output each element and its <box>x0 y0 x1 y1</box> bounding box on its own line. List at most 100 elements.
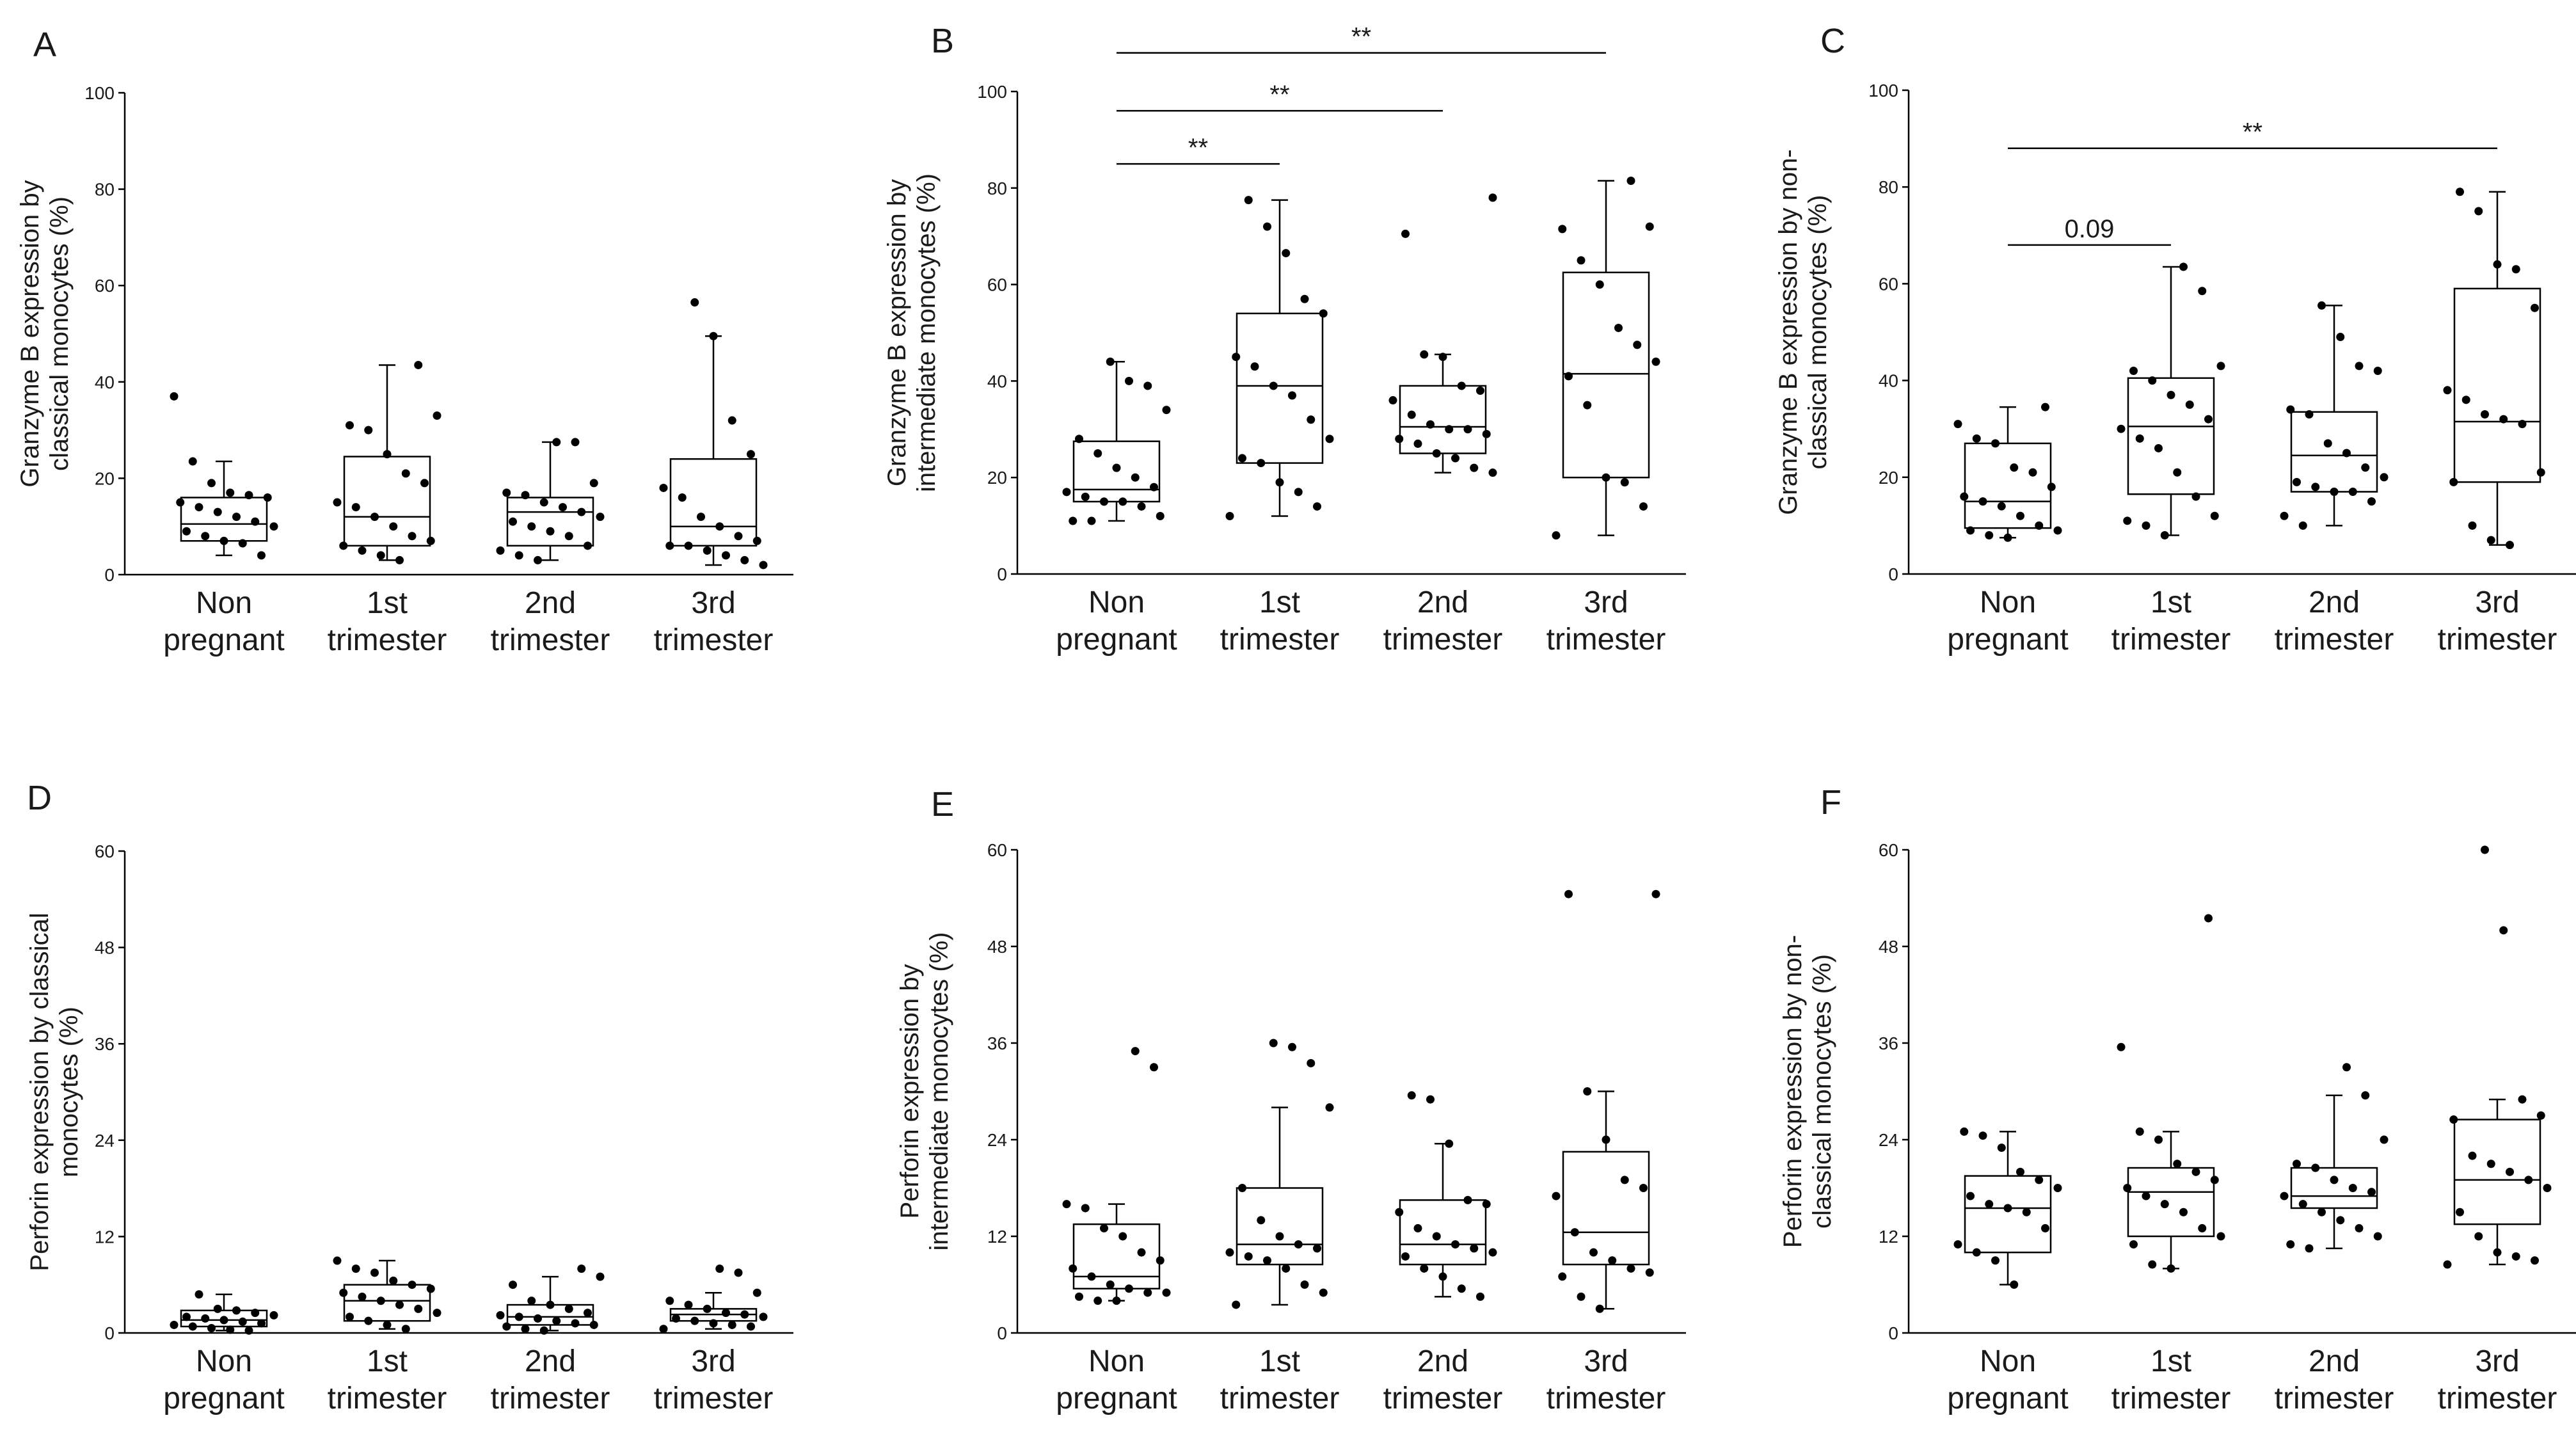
y-tick-label: 100 <box>1868 81 1898 100</box>
data-point <box>389 522 398 531</box>
y-axis-title-line: classical monocytes (%) <box>1808 954 1836 1229</box>
data-point <box>2216 362 2225 371</box>
data-point <box>1075 434 1083 443</box>
x-category-label: 3rd trimester <box>1546 586 1666 657</box>
data-point <box>2336 1216 2345 1225</box>
data-point <box>2474 1232 2483 1241</box>
x-category-label-line: Non <box>196 1344 252 1378</box>
data-point <box>659 1325 668 1334</box>
x-category-label-line: 1st <box>367 1344 408 1378</box>
data-point <box>1972 434 1981 443</box>
data-point <box>1438 353 1447 362</box>
data-point <box>2003 533 2012 542</box>
data-point <box>571 438 580 447</box>
data-point <box>358 546 367 555</box>
data-point <box>219 1316 228 1325</box>
data-point <box>2016 511 2024 520</box>
data-point <box>2298 1200 2307 1209</box>
x-category-label-line: 2nd <box>525 586 576 620</box>
data-point <box>1225 512 1234 521</box>
data-point <box>244 1326 253 1335</box>
y-axis-title-line: Granzyme B expression by <box>883 179 911 486</box>
data-point <box>747 1322 755 1331</box>
data-point <box>2293 477 2301 486</box>
data-point <box>2456 1208 2464 1216</box>
data-point <box>1118 1232 1127 1241</box>
y-axis-title: Granzyme B expression byclassical monocy… <box>16 180 74 487</box>
data-point <box>1313 502 1321 511</box>
data-point <box>2305 410 2314 419</box>
data-point <box>251 1309 260 1318</box>
y-tick-label: 40 <box>95 372 115 392</box>
data-point <box>2348 1184 2357 1192</box>
x-category-label-line: trimester <box>328 623 447 657</box>
x-category-label: Non pregnant <box>163 586 285 657</box>
data-point <box>333 1256 342 1265</box>
y-axis-title-line: Perforin expression by classical <box>26 913 54 1271</box>
data-point <box>1288 1042 1296 1051</box>
x-category-label-line: trimester <box>1383 1382 1503 1415</box>
box-iqr <box>669 458 758 547</box>
y-tick-label: 20 <box>95 468 115 488</box>
data-point <box>364 1316 373 1325</box>
data-point <box>2380 1135 2389 1144</box>
x-category-label-line: trimester <box>1220 1382 1340 1415</box>
data-point <box>2179 1208 2188 1216</box>
data-point <box>370 1268 379 1277</box>
data-point <box>539 498 548 507</box>
data-point <box>577 507 586 516</box>
data-point <box>1257 1216 1266 1225</box>
data-point <box>269 522 278 531</box>
data-point <box>1313 1244 1321 1253</box>
data-point <box>238 539 247 548</box>
box-iqr <box>1236 1187 1324 1266</box>
box-iqr <box>1964 1175 2052 1254</box>
data-point <box>709 331 718 340</box>
data-point <box>1645 1268 1654 1277</box>
data-point <box>2318 301 2326 310</box>
data-point <box>2160 1200 2169 1209</box>
x-category-label-line: pregnant <box>1056 1382 1177 1415</box>
data-point <box>1282 1264 1291 1273</box>
data-point <box>201 532 210 541</box>
data-point <box>1445 425 1454 434</box>
y-tick-label: 24 <box>1879 1130 1898 1150</box>
x-category-label-line: Non <box>1980 586 2036 619</box>
data-point <box>238 1317 247 1326</box>
box-iqr <box>2290 411 2378 493</box>
x-category-label-line: 1st <box>2151 586 2191 619</box>
data-point <box>2191 492 2200 501</box>
data-point <box>1257 459 1266 468</box>
data-point <box>2148 376 2157 385</box>
panel-letter: E <box>931 785 954 824</box>
data-point <box>546 1300 555 1309</box>
data-point <box>408 532 417 541</box>
data-point <box>2330 1176 2339 1184</box>
data-point <box>2518 1095 2527 1104</box>
data-point <box>188 457 197 466</box>
x-category-label-line: trimester <box>328 1382 447 1415</box>
y-tick-label: 80 <box>95 180 115 200</box>
data-point <box>1325 1103 1334 1112</box>
y-axis-title: Granzyme B expression byintermediate mon… <box>883 173 941 492</box>
data-point <box>659 483 668 492</box>
x-category-label-line: trimester <box>2111 1382 2231 1415</box>
data-point <box>534 555 542 564</box>
data-point <box>1978 1131 1987 1140</box>
data-point <box>2198 1224 2207 1232</box>
x-category-label-line: 1st <box>2151 1344 2191 1378</box>
data-point <box>1319 309 1328 318</box>
data-point <box>1558 1272 1567 1281</box>
data-point <box>188 1322 197 1331</box>
data-point <box>1232 1300 1241 1309</box>
x-category-label: 3rd trimester <box>2438 1344 2557 1415</box>
data-point <box>1570 1228 1579 1237</box>
data-point <box>1407 1091 1416 1100</box>
data-point <box>1602 1135 1610 1144</box>
data-point <box>2280 511 2289 520</box>
data-point <box>2481 410 2489 419</box>
data-point <box>1062 1200 1071 1209</box>
data-point <box>2160 531 2169 540</box>
data-point <box>2524 1176 2533 1184</box>
y-tick-label: 48 <box>1879 937 1898 957</box>
